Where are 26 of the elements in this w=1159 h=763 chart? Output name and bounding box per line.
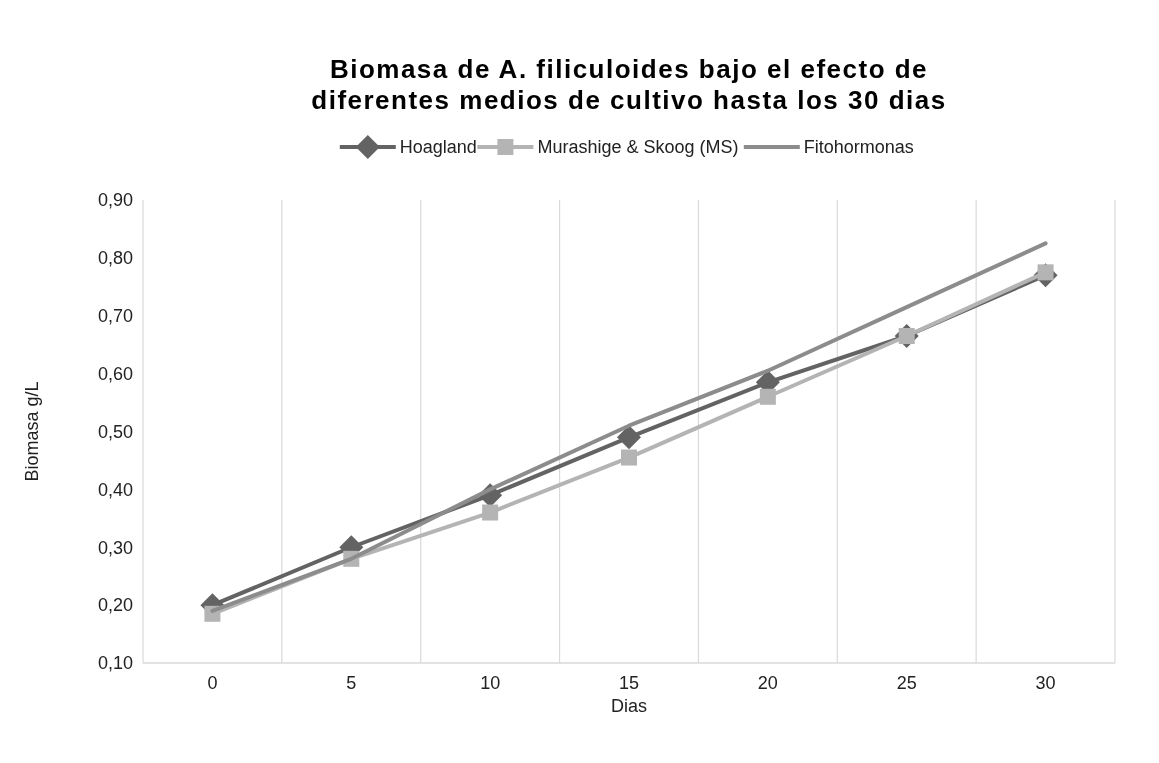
x-axis-title: Dias: [610, 696, 648, 716]
y-tick-label: 0,30: [97, 537, 133, 558]
point: [759, 388, 776, 405]
legend-label: Fitohormonas: [803, 137, 914, 158]
x-tick-label: 10: [480, 673, 501, 693]
point: [617, 425, 641, 450]
chart-title: Biomasa de A. filiculoides bajo el efecto de diferentes medios de cultivo hasta los 30 dias: [311, 54, 947, 115]
legend-label: Murashige & Skoog (MS): [537, 137, 739, 158]
y-tick-label: 0,40: [97, 479, 133, 500]
y-axis-title: Biomasa g/L: [22, 381, 42, 482]
y-tick-label: 0,50: [97, 421, 133, 442]
legend-label: Hoagland: [399, 137, 477, 158]
x-tick-label: 25: [896, 673, 917, 693]
x-tick-label: 20: [757, 673, 778, 693]
y-tick-label: 0,10: [97, 653, 133, 674]
y-tick-label: 0,80: [97, 248, 133, 269]
x-tick-label: 5: [346, 673, 357, 693]
y-tick-label: 0,20: [97, 595, 133, 616]
x-tick-label: 30: [1035, 673, 1056, 693]
y-tick-label: 0,90: [97, 190, 133, 211]
x-tick-label: 0: [207, 673, 218, 693]
point: [482, 504, 499, 521]
point: [621, 449, 637, 466]
y-tick-label: 0,70: [97, 306, 133, 327]
x-tick-label: 15: [618, 673, 640, 693]
y-tick-label: 0,60: [97, 363, 133, 384]
